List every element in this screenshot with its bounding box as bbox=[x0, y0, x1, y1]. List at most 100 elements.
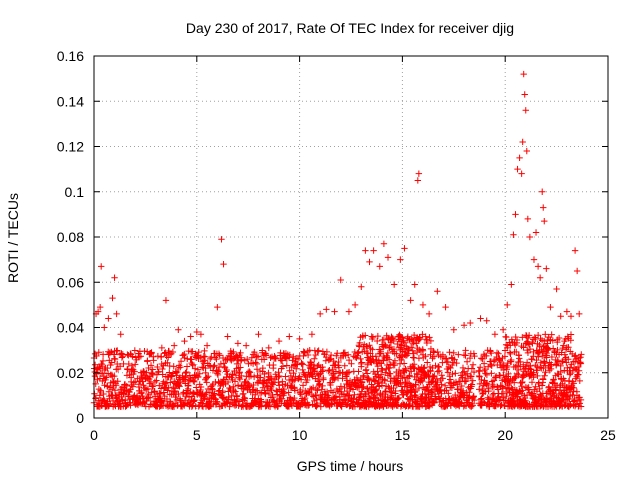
data-point bbox=[337, 276, 344, 284]
data-point bbox=[508, 281, 515, 288]
data-point bbox=[235, 402, 242, 409]
data-point bbox=[311, 355, 318, 362]
data-point bbox=[94, 308, 102, 315]
data-point bbox=[244, 356, 251, 363]
data-point bbox=[201, 347, 208, 355]
data-point bbox=[393, 381, 401, 389]
data-point bbox=[524, 215, 532, 223]
data-point bbox=[209, 382, 216, 390]
data-point bbox=[531, 334, 538, 341]
data-point bbox=[160, 389, 167, 396]
y-tick-label: 0.08 bbox=[57, 229, 84, 245]
data-point bbox=[100, 390, 107, 398]
data-point bbox=[578, 351, 585, 358]
data-point bbox=[191, 378, 198, 386]
data-point bbox=[203, 342, 211, 349]
data-point bbox=[508, 356, 515, 364]
data-point bbox=[511, 398, 518, 405]
data-point bbox=[471, 352, 478, 360]
data-point bbox=[96, 303, 104, 311]
data-point bbox=[497, 382, 504, 389]
data-point bbox=[141, 347, 148, 355]
data-point bbox=[422, 333, 429, 340]
data-point bbox=[173, 372, 180, 379]
data-point bbox=[226, 403, 233, 410]
data-point bbox=[254, 353, 262, 360]
data-point bbox=[179, 352, 187, 359]
data-point bbox=[535, 353, 542, 360]
y-tick-labels: 0 0.02 0.04 0.06 0.08 0.1 0.12 0.14 0.16 bbox=[57, 48, 84, 426]
data-point bbox=[452, 370, 459, 377]
data-point bbox=[503, 373, 511, 380]
data-point bbox=[285, 389, 292, 396]
data-point bbox=[544, 340, 551, 347]
data-point bbox=[147, 362, 155, 369]
data-point bbox=[149, 382, 157, 390]
data-point bbox=[397, 256, 404, 263]
data-point bbox=[138, 372, 145, 380]
data-point bbox=[400, 360, 408, 367]
data-point bbox=[427, 337, 435, 345]
x-tick-label: 0 bbox=[90, 427, 98, 443]
data-point bbox=[390, 345, 398, 353]
data-point bbox=[530, 256, 538, 263]
data-point bbox=[291, 376, 298, 384]
data-point bbox=[318, 368, 326, 375]
data-point bbox=[569, 391, 576, 399]
data-point bbox=[503, 365, 510, 373]
data-point bbox=[549, 337, 557, 344]
data-point bbox=[236, 368, 243, 376]
data-point bbox=[503, 333, 510, 341]
data-point bbox=[395, 394, 403, 402]
data-point bbox=[297, 376, 305, 383]
data-point bbox=[345, 368, 353, 376]
data-point bbox=[313, 396, 320, 404]
data-point bbox=[262, 390, 269, 398]
data-point bbox=[516, 154, 523, 162]
data-point bbox=[360, 383, 367, 390]
data-point bbox=[513, 362, 521, 370]
data-point bbox=[536, 385, 543, 393]
data-point bbox=[382, 342, 389, 350]
data-point bbox=[545, 383, 553, 390]
data-point bbox=[487, 361, 495, 369]
data-point bbox=[548, 353, 556, 361]
data-point bbox=[385, 356, 393, 363]
data-point bbox=[520, 361, 527, 368]
data-point bbox=[355, 368, 362, 375]
data-point bbox=[510, 231, 517, 238]
data-point bbox=[485, 387, 492, 395]
data-point bbox=[248, 354, 256, 361]
data-point bbox=[146, 394, 154, 401]
data-point bbox=[408, 344, 415, 351]
data-point bbox=[401, 339, 409, 346]
data-point bbox=[537, 335, 544, 343]
data-point bbox=[319, 382, 326, 390]
data-point bbox=[315, 371, 323, 378]
data-point bbox=[483, 371, 491, 379]
data-point bbox=[450, 349, 457, 357]
y-tick-label: 0.04 bbox=[57, 320, 84, 336]
data-point bbox=[173, 396, 181, 404]
data-point bbox=[372, 385, 379, 393]
data-point bbox=[131, 347, 139, 354]
data-point bbox=[450, 326, 457, 333]
data-point bbox=[414, 371, 421, 378]
data-point bbox=[329, 366, 336, 373]
data-point bbox=[449, 359, 457, 366]
data-point bbox=[135, 381, 143, 388]
data-point bbox=[501, 353, 509, 360]
data-point bbox=[577, 360, 585, 367]
data-point bbox=[193, 328, 200, 336]
data-point bbox=[373, 386, 380, 394]
data-point bbox=[194, 352, 201, 359]
data-point bbox=[335, 364, 343, 371]
data-point bbox=[575, 367, 583, 374]
data-point bbox=[398, 356, 405, 364]
y-tick-label: 0.12 bbox=[57, 139, 84, 155]
data-point bbox=[331, 308, 338, 315]
data-point bbox=[416, 335, 424, 343]
data-point bbox=[111, 355, 119, 363]
data-point bbox=[478, 395, 485, 402]
data-point bbox=[168, 373, 176, 380]
